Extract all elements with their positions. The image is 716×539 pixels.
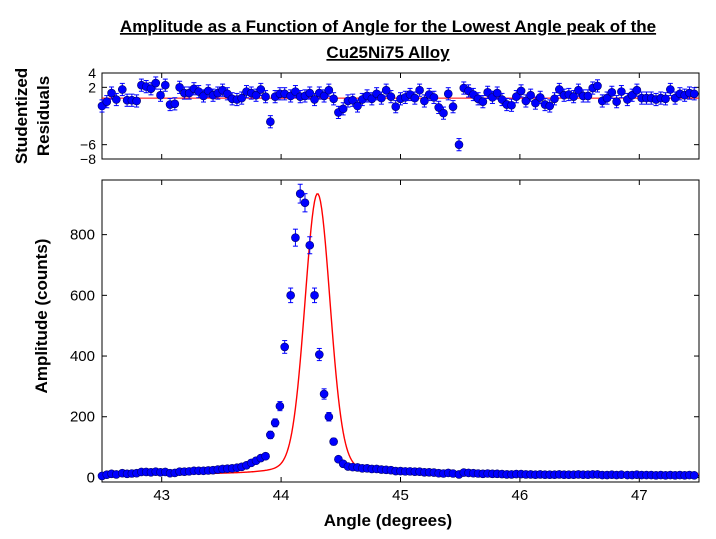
amplitude-point: [270, 418, 280, 428]
amplitude-point: [324, 412, 334, 422]
amplitude-x-ticks: 43 44 45 46 47: [153, 180, 648, 504]
amplitude-point: [266, 430, 275, 440]
residual-point: [324, 85, 334, 95]
residual-point: [156, 90, 165, 100]
residual-point: [617, 87, 626, 96]
amplitude-point: [300, 198, 310, 208]
residual-point: [545, 101, 555, 111]
residual-point: [391, 102, 401, 111]
amplitude-point: [689, 471, 699, 480]
residual-point: [112, 95, 121, 104]
residual-point: [593, 81, 602, 91]
chart-title-line-1: Amplitude as a Function of Angle for the…: [120, 17, 656, 36]
residual-point: [410, 93, 420, 103]
amplitude-ylabel: Amplitude (counts): [32, 239, 51, 394]
amplitude-point: [275, 401, 285, 411]
amplitude-point: [305, 240, 315, 250]
residual-point: [443, 89, 453, 99]
residual-point: [632, 85, 642, 95]
residual-point: [102, 97, 112, 106]
residual-point: [151, 78, 161, 88]
residual-point: [377, 93, 386, 103]
amplitude-ytick-label: 600: [70, 287, 95, 304]
amplitude-points: [97, 183, 699, 481]
amplitude-point: [286, 291, 295, 300]
amplitude-point: [291, 233, 300, 242]
residual-point: [266, 117, 275, 127]
amplitude-point: [280, 342, 289, 352]
residuals-y-ticks: −8−6 24: [80, 65, 699, 167]
amplitude-point: [261, 451, 270, 461]
residual-point: [256, 85, 266, 94]
amplitude-xtick-label: 43: [153, 487, 170, 504]
amplitude-ytick-label: 800: [70, 227, 95, 244]
residual-point: [160, 80, 170, 90]
amplitude-point: [315, 350, 324, 359]
residual-point: [329, 94, 338, 104]
residual-point: [170, 99, 180, 109]
amplitude-axes-frame: [101, 179, 700, 483]
residual-point: [526, 90, 535, 100]
amplitude-xtick-label: 46: [512, 487, 529, 504]
amplitude-point: [319, 389, 329, 399]
amplitude-xtick-label: 45: [392, 487, 409, 504]
residual-point: [507, 100, 516, 110]
residual-point: [132, 96, 141, 106]
residual-point: [612, 97, 621, 106]
amplitude-point: [310, 291, 319, 300]
residuals-ytick-label: 2: [88, 79, 96, 95]
residuals-ytick-label: −8: [80, 151, 96, 167]
amplitude-xtick-label: 44: [273, 487, 290, 504]
residual-point: [516, 86, 526, 96]
amplitude-ytick-label: 400: [70, 348, 95, 365]
residuals-ytick-label: 4: [88, 65, 96, 81]
amplitude-ytick-label: 0: [87, 469, 95, 486]
residuals-panel: −8−6 24 Studentized Residuals: [12, 65, 700, 167]
amplitude-point: [329, 437, 338, 446]
residual-point: [429, 93, 439, 102]
chart-title-line-2: Cu25Ni75 Alloy: [326, 43, 450, 62]
residual-point: [386, 92, 396, 101]
residual-point: [454, 140, 464, 149]
residual-point: [338, 104, 348, 114]
residuals-points: [97, 76, 699, 152]
residual-point: [583, 91, 593, 101]
amplitude-panel: 0 200 400 600 800 43 44 45 46 47 Angle (degrees)…: [32, 179, 700, 530]
residuals-ylabel-line-1: Studentized: [12, 68, 31, 164]
residual-point: [261, 92, 270, 101]
residuals-x-ticks: [161, 73, 640, 159]
amplitude-xtick-label: 47: [631, 487, 648, 504]
residual-point: [439, 108, 448, 118]
residual-point: [550, 94, 559, 104]
residual-point: [448, 102, 458, 111]
residuals-ytick-label: −6: [80, 137, 96, 153]
residual-point: [415, 85, 424, 95]
residual-point: [666, 85, 675, 94]
residual-point: [689, 89, 699, 99]
residuals-ylabel-line-2: Residuals: [34, 76, 53, 156]
residual-point: [607, 88, 617, 97]
amplitude-ytick-label: 200: [70, 409, 95, 426]
residual-point: [478, 97, 488, 106]
amplitude-xlabel: Angle (degrees): [324, 511, 452, 530]
residual-point: [117, 85, 127, 94]
amplitude-y-ticks: 0 200 400 600 800: [70, 227, 699, 486]
residual-point: [661, 94, 670, 104]
residual-point: [535, 93, 545, 102]
